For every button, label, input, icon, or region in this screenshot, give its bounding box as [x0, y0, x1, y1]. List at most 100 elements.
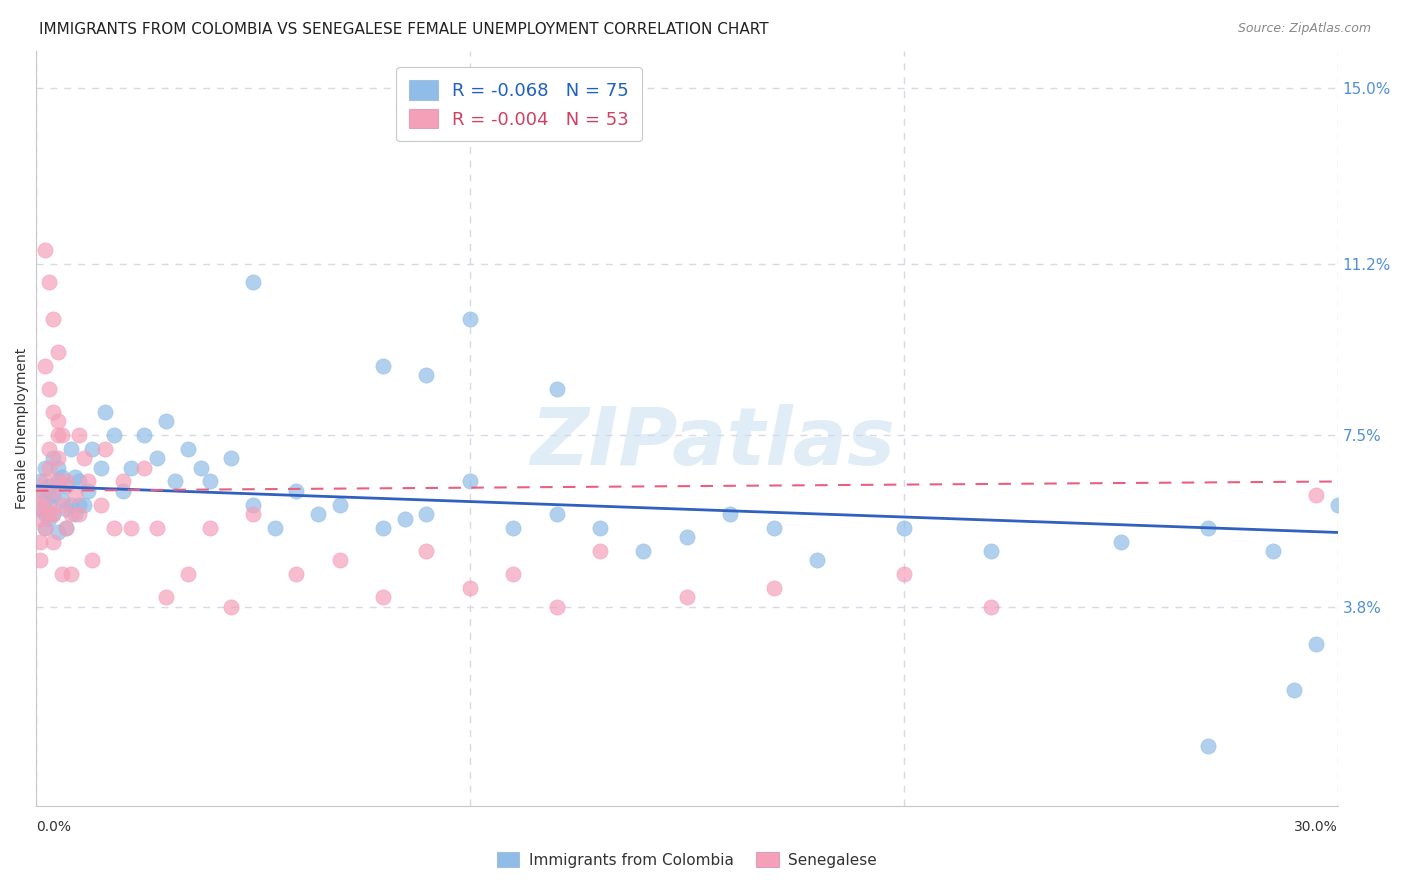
Point: [73, 451, 96, 466]
Point: [34, 521, 56, 535]
Text: 30.0%: 30.0%: [1294, 820, 1337, 834]
Point: [762, 581, 785, 595]
Point: [55, 502, 77, 516]
Point: [82, 442, 104, 456]
Point: [502, 521, 524, 535]
Point: [51, 567, 73, 582]
Point: [806, 553, 828, 567]
Point: [46, 475, 69, 489]
Point: [42, 405, 65, 419]
Point: [34, 521, 56, 535]
Point: [394, 511, 416, 525]
Point: [42, 507, 65, 521]
Point: [589, 544, 612, 558]
Point: [589, 521, 612, 535]
Point: [46, 525, 69, 540]
Point: [633, 544, 655, 558]
Point: [59, 507, 82, 521]
Point: [718, 507, 741, 521]
Point: [55, 475, 77, 489]
Point: [219, 451, 242, 466]
Point: [42, 488, 65, 502]
Point: [30, 483, 52, 498]
Point: [38, 507, 60, 521]
Point: [120, 521, 142, 535]
Point: [94, 442, 117, 456]
Point: [458, 581, 481, 595]
Point: [34, 359, 56, 373]
Point: [676, 530, 699, 544]
Point: [46, 460, 69, 475]
Point: [177, 442, 200, 456]
Point: [42, 451, 65, 466]
Point: [38, 479, 60, 493]
Point: [82, 553, 104, 567]
Point: [134, 428, 156, 442]
Point: [63, 488, 86, 502]
Point: [55, 521, 77, 535]
Point: [980, 599, 1002, 614]
Point: [329, 498, 352, 512]
Point: [34, 493, 56, 508]
Point: [42, 534, 65, 549]
Point: [458, 475, 481, 489]
Point: [546, 599, 568, 614]
Point: [46, 344, 69, 359]
Text: ZIPatlas: ZIPatlas: [530, 404, 896, 483]
Point: [415, 507, 437, 521]
Point: [51, 470, 73, 484]
Point: [762, 521, 785, 535]
Point: [371, 521, 394, 535]
Point: [263, 521, 285, 535]
Point: [242, 507, 264, 521]
Point: [502, 567, 524, 582]
Point: [38, 275, 60, 289]
Point: [51, 493, 73, 508]
Point: [34, 507, 56, 521]
Point: [242, 498, 264, 512]
Text: IMMIGRANTS FROM COLOMBIA VS SENEGALESE FEMALE UNEMPLOYMENT CORRELATION CHART: IMMIGRANTS FROM COLOMBIA VS SENEGALESE F…: [39, 22, 769, 37]
Point: [38, 483, 60, 498]
Point: [111, 483, 134, 498]
Point: [415, 544, 437, 558]
Point: [546, 382, 568, 396]
Point: [103, 521, 125, 535]
Point: [34, 460, 56, 475]
Point: [371, 591, 394, 605]
Point: [42, 483, 65, 498]
Point: [30, 483, 52, 498]
Point: [30, 534, 52, 549]
Point: [219, 599, 242, 614]
Point: [30, 475, 52, 489]
Point: [163, 475, 186, 489]
Point: [90, 460, 112, 475]
Point: [42, 507, 65, 521]
Point: [103, 428, 125, 442]
Point: [42, 312, 65, 326]
Point: [546, 507, 568, 521]
Point: [38, 382, 60, 396]
Point: [34, 475, 56, 489]
Point: [285, 483, 308, 498]
Point: [198, 475, 221, 489]
Point: [73, 498, 96, 512]
Point: [111, 475, 134, 489]
Point: [38, 511, 60, 525]
Point: [1109, 534, 1132, 549]
Point: [77, 475, 100, 489]
Point: [458, 312, 481, 326]
Point: [59, 442, 82, 456]
Point: [67, 498, 90, 512]
Point: [30, 498, 52, 512]
Point: [30, 553, 52, 567]
Point: [146, 451, 169, 466]
Point: [415, 368, 437, 382]
Point: [63, 507, 86, 521]
Point: [46, 414, 69, 428]
Text: 0.0%: 0.0%: [37, 820, 70, 834]
Point: [67, 475, 90, 489]
Point: [120, 460, 142, 475]
Point: [46, 428, 69, 442]
Point: [190, 460, 212, 475]
Y-axis label: Female Unemployment: Female Unemployment: [15, 348, 30, 508]
